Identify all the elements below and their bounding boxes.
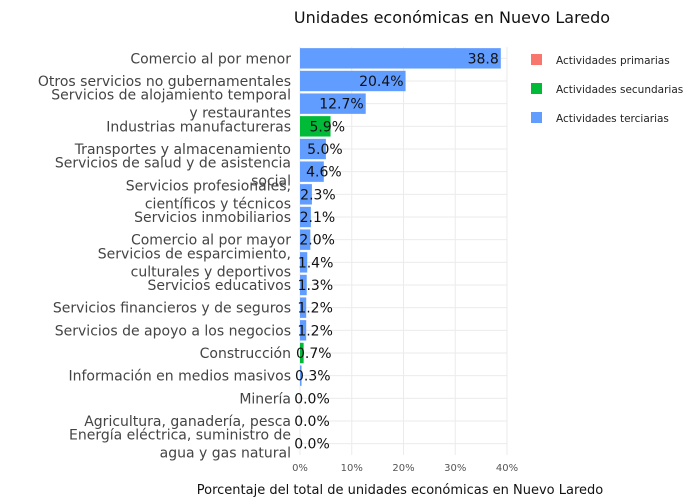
bar	[300, 365, 302, 386]
legend-label: Actividades terciarias	[556, 113, 669, 125]
category-label: Comercio al por menor	[130, 51, 291, 67]
bar	[300, 70, 406, 92]
legend: Actividades primarias Actividades secunda…	[531, 54, 683, 125]
value-label: 0.0%	[294, 391, 330, 407]
x-tick-label: 20%	[392, 463, 414, 474]
category-label: Comercio al por mayor	[131, 233, 291, 249]
value-label: 2.3%	[300, 187, 336, 203]
value-label: 12.7%	[319, 97, 363, 113]
value-label: 5.0%	[307, 142, 343, 158]
x-tick-label: 10%	[341, 463, 363, 474]
bar	[300, 161, 324, 182]
x-tick-label: 30%	[444, 463, 466, 474]
value-label: 4.6%	[306, 165, 342, 181]
x-axis-title: Porcentaje del total de unidades económi…	[197, 483, 603, 498]
category-label: Energía eléctrica, suministro de agua y g…	[69, 428, 291, 462]
category-label: Industrias manufactureras	[106, 119, 291, 135]
category-label: Servicios profesionales, científicos y té…	[126, 178, 291, 212]
x-tick-label: 0%	[292, 463, 308, 474]
value-label: 20.4%	[359, 74, 403, 90]
value-label: 38.8	[468, 51, 499, 67]
category-label: Minería	[239, 391, 291, 407]
category-label: Servicios financieros y de seguros	[53, 301, 291, 317]
category-label: Servicios inmobiliarios	[134, 210, 291, 226]
value-label: 0.0%	[294, 437, 330, 453]
value-label: 5.9%	[309, 119, 345, 135]
category-label: Servicios de salud y de asistencia social	[55, 156, 291, 190]
value-label: 0.0%	[294, 414, 330, 430]
bar	[300, 342, 304, 364]
category-label: Servicios de esparcimiento, culturales y …	[98, 246, 291, 280]
value-label: 1.2%	[297, 301, 333, 317]
bar	[300, 297, 307, 318]
legend-swatch	[531, 83, 542, 94]
value-label: 1.4%	[298, 255, 334, 271]
x-axis-ticks: 0% 10% 20% 30% 40%	[292, 463, 518, 474]
value-label: 1.2%	[297, 323, 333, 339]
value-label: 2.0%	[299, 233, 335, 249]
legend-label: Actividades primarias	[556, 55, 670, 67]
bars-group	[300, 48, 501, 386]
category-label: Servicios de alojamiento temporal y resta…	[51, 88, 291, 122]
category-label: Servicios de apoyo a los negocios	[55, 323, 291, 339]
category-label: Transportes y almacenamiento	[74, 142, 291, 158]
value-label: 2.1%	[300, 210, 336, 226]
value-label: 0.3%	[295, 369, 331, 385]
category-label: Servicios educativos	[148, 278, 292, 294]
bar	[300, 138, 326, 160]
chart-title: Unidades económicas en Nuevo Laredo	[294, 8, 610, 27]
value-label: 0.7%	[296, 346, 332, 362]
bar	[300, 320, 307, 341]
legend-swatch	[531, 112, 542, 123]
bar	[300, 274, 307, 296]
category-label: Otros servicios no gubernamentales	[38, 74, 291, 90]
category-label: Agricultura, ganadería, pesca	[84, 414, 291, 430]
bar	[300, 229, 311, 250]
value-labels: 38.8 20.4% 12.7% 5.9% 5.0% 4.6% 2.3% 2.1% 2.0% 1.…	[294, 51, 499, 452]
bar	[300, 93, 366, 114]
bar	[300, 48, 501, 69]
bar	[300, 252, 308, 273]
y-axis-labels: Comercio al por menor Otros servicios no …	[38, 51, 291, 461]
x-tick-label: 40%	[496, 463, 518, 474]
bar	[300, 206, 311, 228]
bar	[300, 184, 312, 205]
category-label: Información en medios masivos	[68, 369, 291, 385]
category-label: Construcción	[200, 346, 291, 362]
value-label: 1.3%	[298, 278, 334, 294]
bar	[300, 116, 331, 137]
legend-label: Actividades secundarias	[556, 84, 683, 96]
legend-swatch	[531, 54, 542, 65]
